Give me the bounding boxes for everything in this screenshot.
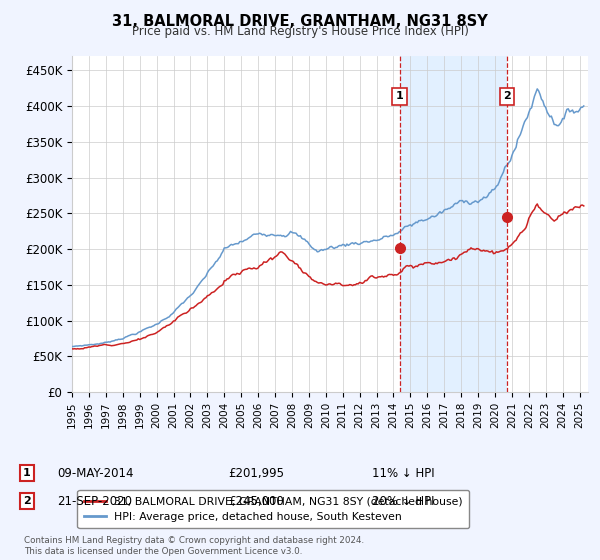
- Text: 1: 1: [23, 468, 31, 478]
- Text: £201,995: £201,995: [228, 466, 284, 480]
- Text: £245,000: £245,000: [228, 494, 284, 508]
- Text: Contains HM Land Registry data © Crown copyright and database right 2024.
This d: Contains HM Land Registry data © Crown c…: [24, 536, 364, 556]
- Text: Price paid vs. HM Land Registry's House Price Index (HPI): Price paid vs. HM Land Registry's House …: [131, 25, 469, 38]
- Bar: [400, 56, 507, 392]
- Text: 31, BALMORAL DRIVE, GRANTHAM, NG31 8SY: 31, BALMORAL DRIVE, GRANTHAM, NG31 8SY: [112, 14, 488, 29]
- Legend: 31, BALMORAL DRIVE, GRANTHAM, NG31 8SY (detached house), HPI: Average price, det: 31, BALMORAL DRIVE, GRANTHAM, NG31 8SY (…: [77, 490, 469, 528]
- Text: 21-SEP-2020: 21-SEP-2020: [57, 494, 132, 508]
- Text: 2: 2: [503, 91, 511, 101]
- Text: 2: 2: [23, 496, 31, 506]
- Text: 20% ↓ HPI: 20% ↓ HPI: [372, 494, 434, 508]
- Text: 09-MAY-2014: 09-MAY-2014: [57, 466, 133, 480]
- Text: 1: 1: [395, 91, 403, 101]
- Text: 11% ↓ HPI: 11% ↓ HPI: [372, 466, 434, 480]
